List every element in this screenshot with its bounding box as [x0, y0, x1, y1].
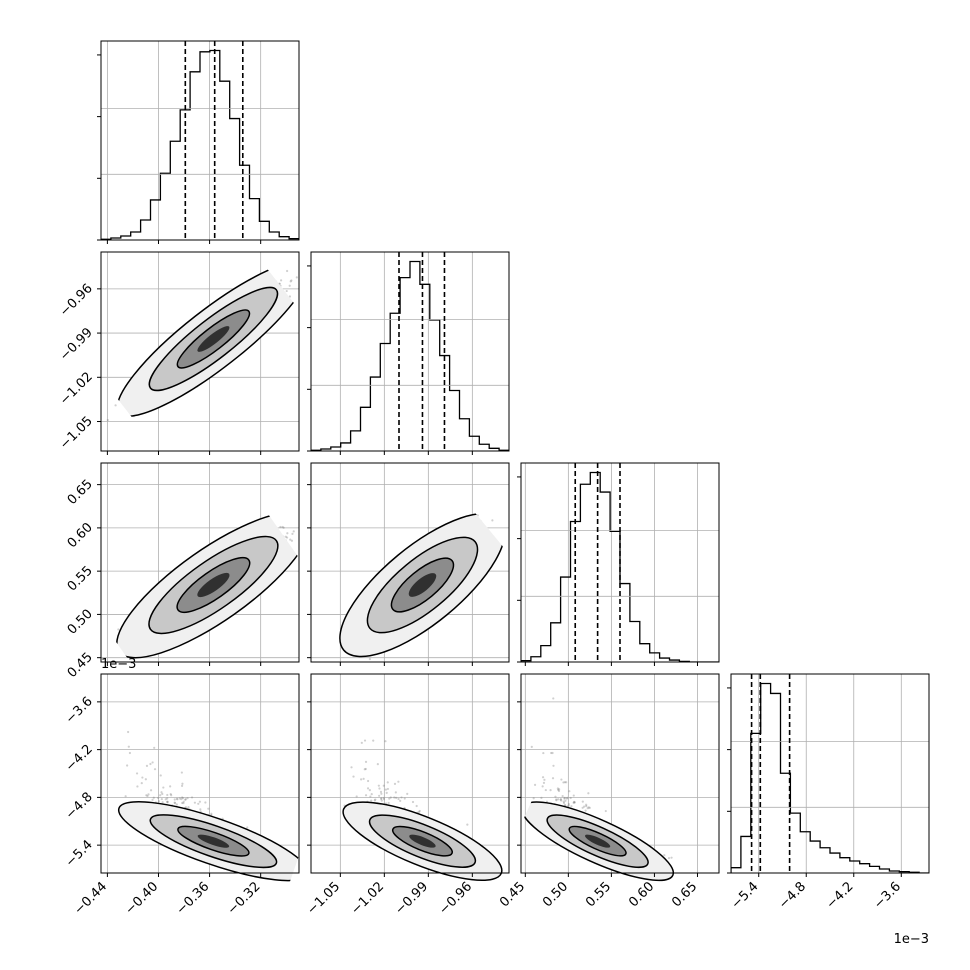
y-tick-label: 0.50: [65, 607, 96, 638]
scatter-point: [149, 789, 153, 792]
scatter-point: [151, 798, 154, 801]
joint-panel-0-1: −1.05 −1.02 −0.99 −0.96: [57, 251, 311, 455]
axes-frame: [520, 462, 720, 663]
joint-panel-1-2: [307, 462, 524, 666]
scatter-point: [173, 798, 176, 801]
scatter-point: [491, 519, 494, 522]
scatter-point: [181, 797, 185, 800]
scatter-point: [153, 746, 156, 749]
marginal-panel-2: [517, 462, 720, 666]
scatter-point: [207, 807, 210, 810]
scatter-point: [285, 289, 288, 293]
density-contour-3: [197, 326, 230, 352]
scatter-point: [144, 778, 147, 781]
scatter-point: [106, 418, 109, 422]
y-tick-label: 0.45: [65, 650, 96, 681]
scatter-point: [164, 798, 167, 801]
scatter-point: [284, 535, 287, 538]
scatter-point: [290, 279, 293, 282]
scatter-point: [288, 284, 291, 287]
scatter-point: [291, 532, 294, 535]
histogram-step-1: [311, 260, 509, 451]
scatter-point: [180, 771, 183, 774]
scatter-point: [184, 798, 187, 801]
y-tick-label: −0.99: [57, 325, 96, 364]
scatter-point: [286, 269, 289, 273]
scatter-point: [166, 797, 169, 800]
y-tick-label: −0.96: [57, 281, 96, 320]
scatter-point: [204, 801, 207, 804]
axes-frame: [100, 462, 300, 663]
scatter-point: [282, 526, 285, 529]
scatter-point: [210, 812, 213, 815]
scatter-point: [281, 525, 284, 529]
scatter-point: [288, 295, 292, 298]
scatter-point: [197, 802, 200, 805]
density-contour-3: [197, 572, 230, 598]
axes-frame: [310, 251, 510, 452]
axes-frame: [100, 40, 300, 241]
scatter-point: [153, 768, 157, 771]
scatter-point: [187, 806, 190, 809]
marginal-panel-1: [307, 251, 510, 455]
scatter-point: [162, 786, 165, 789]
scatter-point: [145, 794, 148, 797]
scatter-point: [173, 801, 176, 804]
scatter-point: [161, 801, 164, 804]
scatter-point: [312, 855, 314, 857]
scatter-point: [128, 751, 132, 755]
joint-panel-0-3: −5.4−4.8−4.2−3.61e−3−0.44 −0.40 −0.36 −0.32: [63, 657, 314, 918]
scatter-point: [184, 798, 187, 801]
axes-frame: [310, 462, 510, 663]
scatter-point: [141, 776, 144, 779]
y-tick-label: 0.60: [65, 520, 96, 551]
scatter-point: [290, 539, 294, 542]
scatter-point: [127, 745, 130, 748]
scatter-point: [170, 794, 173, 797]
scatter-point: [114, 404, 117, 407]
scatter-point: [181, 796, 184, 799]
y-tick-label: 0.55: [65, 563, 96, 594]
scatter-point: [140, 782, 143, 785]
y-tick-label: 0.65: [65, 477, 96, 508]
scatter-point: [159, 794, 162, 797]
scatter-point: [279, 525, 282, 529]
scatter-point: [169, 785, 172, 788]
histogram-step-0: [101, 49, 299, 240]
axes-frame: [100, 251, 300, 452]
scatter-point: [305, 529, 307, 531]
scatter-point: [292, 530, 295, 533]
scatter-point: [180, 797, 183, 801]
scatter-point: [175, 803, 178, 806]
scatter-point: [136, 785, 139, 788]
joint-panel-0-2: 0.45 0.50 0.55 0.60 0.65: [65, 462, 311, 681]
scatter-point: [246, 826, 249, 829]
scatter-point: [289, 538, 292, 541]
scatter-point: [280, 279, 283, 282]
y-tick-label: −1.05: [57, 414, 96, 453]
scatter-point: [522, 511, 524, 513]
scatter-point: [301, 262, 303, 264]
scatter-point: [295, 276, 298, 279]
scatter-point: [285, 536, 289, 539]
scatter-point: [289, 280, 292, 283]
scatter-point: [286, 532, 289, 535]
scatter-point: [151, 761, 154, 764]
y-tick-label: −1.02: [57, 370, 96, 409]
histogram-step-2: [521, 471, 719, 662]
scatter-point: [368, 657, 372, 661]
scatter-point: [160, 797, 163, 801]
marginal-panel-0: [97, 40, 300, 244]
density-contour-3: [408, 573, 437, 597]
scatter-point: [117, 628, 120, 631]
